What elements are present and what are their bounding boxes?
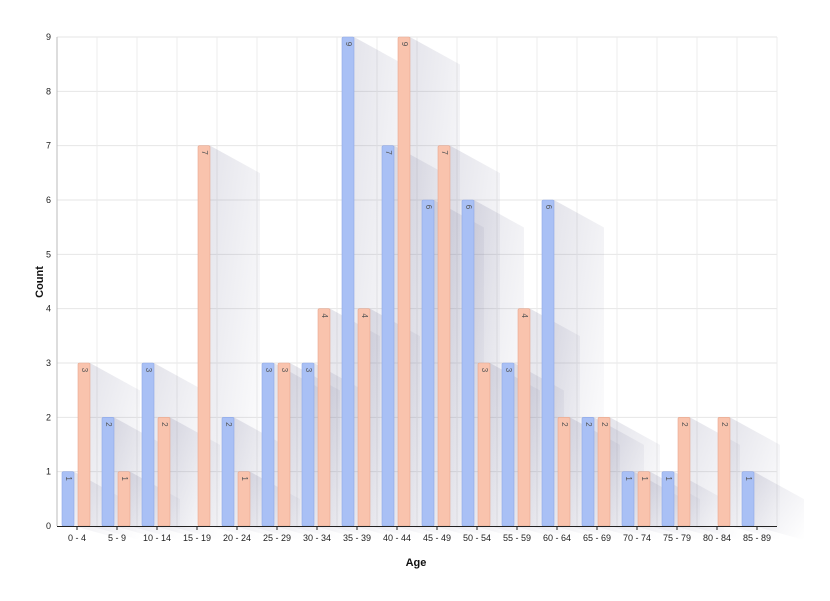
bar-value-label: 1: [624, 476, 633, 481]
bar-series-1: [341, 36, 355, 527]
bar-value-label: 1: [744, 476, 753, 481]
bars: [61, 36, 755, 527]
y-tick-label: 4: [46, 304, 51, 314]
y-tick-label: 0: [46, 521, 51, 531]
bar-value-label: 2: [720, 422, 729, 427]
y-tick-label: 5: [46, 249, 51, 259]
bar-value-label: 7: [200, 150, 209, 155]
bar-series-1: [541, 199, 555, 527]
x-axis-ticks: 0 - 4 5 - 9 10 - 14 15 - 19 20 - 24 25 - 29 30…: [68, 526, 771, 543]
x-axis-title: Age: [406, 557, 427, 569]
x-tick-label: 80 - 84: [703, 533, 731, 543]
y-tick-label: 1: [46, 467, 51, 477]
bar-value-label: 9: [344, 42, 353, 47]
bar-value-label: 2: [600, 422, 609, 427]
x-tick-label: 45 - 49: [423, 533, 451, 543]
bar-value-label: 4: [520, 313, 529, 318]
bar-series-2: [357, 308, 371, 527]
x-tick-label: 85 - 89: [743, 533, 771, 543]
bar-value-label: 6: [464, 205, 473, 210]
bar-value-label: 2: [224, 422, 233, 427]
x-tick-label: 40 - 44: [383, 533, 411, 543]
bar-value-label: 3: [504, 368, 513, 373]
x-tick-label: 20 - 24: [223, 533, 251, 543]
x-tick-label: 70 - 74: [623, 533, 651, 543]
x-tick-label: 60 - 64: [543, 533, 571, 543]
x-tick-label: 30 - 34: [303, 533, 331, 543]
x-tick-label: 0 - 4: [68, 533, 86, 543]
bar-value-label: 3: [280, 368, 289, 373]
bar-value-label: 7: [440, 150, 449, 155]
bar-series-1: [141, 362, 155, 527]
x-tick-label: 10 - 14: [143, 533, 171, 543]
bar-series-1: [501, 362, 515, 527]
x-tick-label: 15 - 19: [183, 533, 211, 543]
x-tick-label: 35 - 39: [343, 533, 371, 543]
bar-series-1: [581, 417, 595, 527]
y-axis-ticks: 0 1 2 3 4 5 6 7 8 9: [46, 32, 51, 531]
bar-series-2: [197, 145, 211, 527]
bar-value-label: 4: [360, 313, 369, 318]
bar-series-1: [381, 145, 395, 527]
bar-series-2: [157, 417, 171, 527]
bar-series-1: [101, 417, 115, 527]
bar-series-2: [77, 362, 91, 527]
bar-series-1: [221, 417, 235, 527]
bar-value-label: 3: [480, 368, 489, 373]
bar-value-label: 3: [80, 368, 89, 373]
bar-series-2: [517, 308, 531, 527]
bar-value-label: 1: [240, 476, 249, 481]
bar-value-label: 7: [384, 150, 393, 155]
bar-series-1: [261, 362, 275, 527]
bar-value-label: 9: [400, 42, 409, 47]
y-tick-label: 2: [46, 412, 51, 422]
bar-value-label: 2: [680, 422, 689, 427]
y-tick-label: 8: [46, 86, 51, 96]
y-tick-label: 3: [46, 358, 51, 368]
x-tick-label: 50 - 54: [463, 533, 491, 543]
bar-value-label: 3: [264, 368, 273, 373]
x-tick-label: 75 - 79: [663, 533, 691, 543]
bar-series-2: [437, 145, 451, 527]
bar-value-label: 3: [144, 368, 153, 373]
x-tick-label: 5 - 9: [108, 533, 126, 543]
bar-series-2: [317, 308, 331, 527]
bar-value-labels: 1 2 3 2 3 3 9 7 6 6 3 6 2 1 1 1 3 1 2 7 1 3 4 4 9 7 3 4 2 2 1 2 2: [64, 42, 753, 482]
bar-series-1: [421, 199, 435, 527]
x-tick-label: 55 - 59: [503, 533, 531, 543]
bar-shadow: [730, 417, 780, 540]
bar-value-label: 2: [160, 422, 169, 427]
bar-value-label: 2: [584, 422, 593, 427]
bar-series-2: [597, 417, 611, 527]
bar-value-label: 2: [104, 422, 113, 427]
bar-value-label: 1: [640, 476, 649, 481]
bar-value-label: 2: [560, 422, 569, 427]
y-tick-label: 6: [46, 195, 51, 205]
bar-series-2: [397, 36, 411, 527]
y-tick-label: 7: [46, 141, 51, 151]
y-axis-title: Count: [34, 266, 46, 298]
bar-value-label: 1: [64, 476, 73, 481]
bar-series-2: [477, 362, 491, 527]
bar-series-1: [461, 199, 475, 527]
bar-series-2: [717, 417, 731, 527]
y-tick-label: 9: [46, 32, 51, 42]
bar-series-2: [677, 417, 691, 527]
bar-value-label: 4: [320, 313, 329, 318]
bar-series-2: [557, 417, 571, 527]
bar-value-label: 1: [664, 476, 673, 481]
bar-value-label: 6: [544, 205, 553, 210]
bar-series-1: [301, 362, 315, 527]
bar-value-label: 6: [424, 205, 433, 210]
axes: [56, 37, 777, 527]
bar-series-2: [277, 362, 291, 527]
bar-value-label: 3: [304, 368, 313, 373]
x-tick-label: 25 - 29: [263, 533, 291, 543]
bar-value-label: 1: [120, 476, 129, 481]
x-tick-label: 65 - 69: [583, 533, 611, 543]
